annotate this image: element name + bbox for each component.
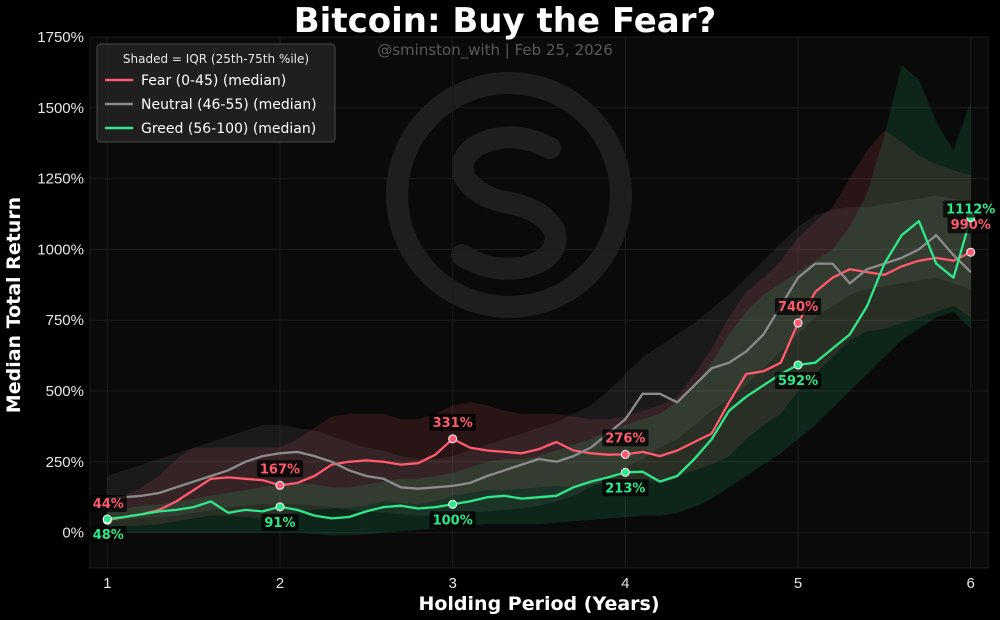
median-lines bbox=[107, 217, 972, 522]
x-tick-label: 4 bbox=[621, 575, 629, 592]
marker-greed bbox=[793, 360, 803, 370]
marker-greed bbox=[448, 499, 458, 509]
marker-fear bbox=[448, 434, 458, 444]
data-label-bg bbox=[947, 216, 994, 234]
marker-fear bbox=[793, 318, 803, 328]
data-label-bg bbox=[429, 511, 476, 529]
y-tick-label: 250% bbox=[46, 454, 84, 471]
data-label-greed: 91% bbox=[264, 516, 295, 531]
data-label-group-greed: 1112% bbox=[943, 200, 999, 218]
data-label-group-fear: 167% bbox=[256, 460, 304, 478]
data-label-fear: 331% bbox=[433, 416, 473, 431]
data-label-bg bbox=[602, 429, 649, 447]
x-axis-label: Holding Period (Years) bbox=[418, 593, 659, 615]
iqr-band-greed bbox=[107, 65, 971, 536]
data-label-group-fear: 44% bbox=[89, 495, 127, 513]
iqr-bands bbox=[107, 65, 971, 536]
median-line-fear bbox=[107, 251, 972, 522]
y-tick-label: 0% bbox=[62, 525, 84, 542]
x-tick-label: 2 bbox=[276, 575, 284, 592]
data-label-group-fear: 331% bbox=[429, 413, 476, 431]
y-tick-label: 1750% bbox=[37, 29, 84, 46]
data-label-fear: 990% bbox=[951, 218, 991, 233]
y-axis-label: Median Total Return bbox=[3, 197, 25, 413]
y-tick-label: 500% bbox=[46, 383, 84, 400]
marker-greed bbox=[275, 502, 285, 512]
y-axis-ticks: 0% 250% 500% 750% 1000% 1250% 1500% 1750% bbox=[37, 29, 84, 542]
data-label-fear: 740% bbox=[778, 300, 818, 315]
data-label-group-fear: 990% bbox=[947, 216, 994, 234]
y-tick-label: 1250% bbox=[37, 171, 84, 188]
data-label-bg bbox=[775, 298, 822, 316]
iqr-band-neutral bbox=[107, 195, 971, 522]
data-label-fear: 44% bbox=[93, 497, 124, 512]
data-label-bg bbox=[602, 479, 649, 497]
median-line-neutral bbox=[107, 234, 972, 500]
gridlines bbox=[90, 36, 988, 568]
data-label-greed: 213% bbox=[605, 481, 645, 496]
highlight-markers: 44% 167% 331% 276% 740% 990% 48% 91% 100% 213% 592… bbox=[89, 200, 999, 544]
data-label-greed: 48% bbox=[93, 528, 124, 543]
data-label-bg bbox=[89, 495, 127, 513]
median-line-greed bbox=[107, 217, 972, 521]
iqr-band-fear bbox=[107, 130, 971, 527]
legend-entry-neutral: Neutral (46-55) (median) bbox=[141, 97, 317, 113]
chart-title: Bitcoin: Buy the Fear? bbox=[294, 1, 716, 41]
y-tick-label: 750% bbox=[46, 312, 84, 329]
data-label-group-greed: 48% bbox=[89, 526, 127, 544]
x-tick-label: 1 bbox=[103, 575, 111, 592]
x-tick-label: 6 bbox=[967, 575, 975, 592]
legend-entry-fear: Fear (0-45) (median) bbox=[141, 73, 286, 89]
marker-greed bbox=[620, 467, 630, 477]
data-label-group-greed: 213% bbox=[602, 479, 649, 497]
marker-fear bbox=[620, 449, 630, 459]
watermark-logo bbox=[386, 72, 632, 318]
data-label-fear: 276% bbox=[605, 431, 645, 446]
marker-greed bbox=[102, 514, 112, 524]
legend-entry-greed: Greed (56-100) (median) bbox=[141, 121, 316, 137]
legend: Shaded = IQR (25th-75th %ile) Fear (0-45… bbox=[96, 43, 336, 143]
data-label-group-greed: 592% bbox=[775, 371, 822, 389]
data-label-group-fear: 740% bbox=[775, 298, 822, 316]
chart-subtitle: @sminston_with | Feb 25, 2026 bbox=[377, 41, 613, 60]
legend-box bbox=[96, 43, 336, 143]
y-tick-label: 1000% bbox=[37, 241, 84, 258]
x-axis-ticks: 1 2 3 4 5 6 bbox=[103, 575, 975, 592]
data-label-greed: 1112% bbox=[946, 203, 995, 218]
marker-fear bbox=[966, 247, 976, 257]
data-label-greed: 592% bbox=[778, 374, 818, 389]
x-tick-label: 5 bbox=[794, 575, 802, 592]
data-label-bg bbox=[429, 413, 476, 431]
legend-title: Shaded = IQR (25th-75th %ile) bbox=[123, 52, 309, 66]
data-label-bg bbox=[775, 371, 822, 389]
data-label-group-fear: 276% bbox=[602, 429, 649, 447]
data-label-bg bbox=[943, 200, 999, 218]
data-label-group-greed: 91% bbox=[261, 513, 299, 531]
data-label-bg bbox=[89, 526, 127, 544]
marker-fear bbox=[275, 480, 285, 490]
data-label-greed: 100% bbox=[433, 513, 473, 528]
data-label-fear: 167% bbox=[260, 462, 300, 477]
data-label-bg bbox=[256, 460, 304, 478]
x-tick-label: 3 bbox=[448, 575, 456, 592]
data-label-bg bbox=[261, 513, 299, 531]
y-tick-label: 1500% bbox=[37, 100, 84, 117]
data-label-group-greed: 100% bbox=[429, 511, 476, 529]
